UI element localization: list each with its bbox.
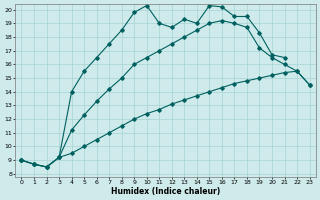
X-axis label: Humidex (Indice chaleur): Humidex (Indice chaleur) [111,187,220,196]
